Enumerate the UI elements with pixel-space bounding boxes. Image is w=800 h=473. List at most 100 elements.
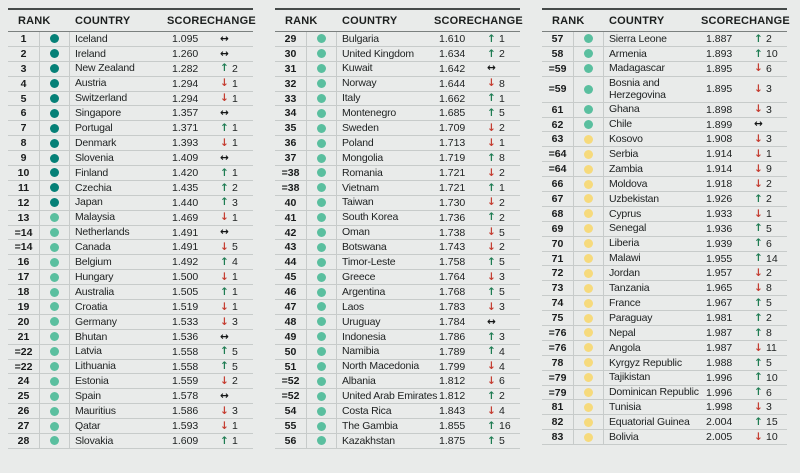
tier-dot-very-high [50,108,59,118]
country-cell: Romania [337,166,434,180]
change-cell: ↓ 3 [741,132,787,146]
country-cell: Slovakia [70,434,167,448]
col-header-score: SCORE [167,14,208,27]
tier-dot-high [317,302,326,312]
score-value: 1.558 [172,345,199,358]
rank-value: 24 [17,375,30,388]
down-arrow-icon: ↓ [487,360,496,373]
score-cell: 1.294 [167,77,207,91]
rank-value: 32 [284,77,297,90]
score-cell: 1.812 [434,374,474,388]
table-row: 70 Liberia 1.939 ↑ 6 [542,236,787,252]
down-arrow-icon: ↓ [220,419,229,432]
rank-value: 55 [284,420,297,433]
score-value: 1.965 [706,282,733,295]
change-value: 6 [766,237,772,250]
tier-cell [40,61,70,76]
rank-value: 19 [17,300,30,313]
no-change-icon: ↔ [487,62,496,75]
rank-cell: 63 [542,132,574,147]
down-arrow-icon: ↓ [487,404,496,417]
rank-cell: 62 [542,117,574,132]
table-header: RANK COUNTRY SCORE CHANGE [542,10,790,32]
score-value: 1.491 [172,226,199,239]
country-name: Albania [342,375,376,388]
country-cell: United Arab Emirates [337,389,437,403]
down-arrow-icon: ↓ [754,267,763,280]
rank-value: 25 [17,390,30,403]
score-cell: 1.709 [434,121,474,135]
rank-cell: =52 [275,389,307,404]
tier-cell [307,314,337,329]
col-header-change: CHANGE [741,14,790,27]
country-cell: Netherlands [70,226,167,240]
change-cell: ↔ [207,151,253,165]
ranking-table: RANK COUNTRY SCORE CHANGE 57 Sierra Leone 1.88… [542,8,790,449]
change-value: 10 [766,371,778,384]
rank-value: 83 [551,431,564,444]
country-name: Singapore [75,107,122,120]
score-value: 1.559 [172,375,199,388]
tier-cell [40,180,70,195]
table-row: 26 Mauritius 1.586 ↓ 3 [8,404,253,420]
tier-dot-medium [584,283,593,293]
rank-cell: 74 [542,296,574,311]
score-value: 1.998 [706,401,733,414]
country-name: Croatia [75,300,108,313]
score-value: 1.996 [706,371,733,384]
tier-dot-high [50,257,59,267]
score-cell: 1.996 [701,371,741,385]
tier-cell [574,251,604,266]
rank-value: 7 [20,122,27,135]
change-value: 1 [499,137,505,150]
rank-cell: 10 [8,166,40,180]
table-row: =52 Albania 1.812 ↓ 6 [275,374,520,390]
table-row: =64 Serbia 1.914 ↓ 1 [542,147,787,163]
tier-cell [307,121,337,136]
change-cell: ↓ 5 [207,240,253,254]
country-name: Latvia [75,345,102,358]
rank-cell: 6 [8,106,40,121]
up-arrow-icon: ↑ [754,326,763,339]
up-arrow-icon: ↑ [220,122,229,135]
tier-cell [307,225,337,240]
down-arrow-icon: ↓ [220,211,229,224]
up-arrow-icon: ↑ [487,345,496,358]
down-arrow-icon: ↓ [754,62,763,75]
tier-dot-high [317,391,326,401]
tier-dot-medium [584,134,593,144]
rank-value: 81 [551,401,564,414]
up-arrow-icon: ↑ [487,256,496,269]
tier-cell [40,285,70,300]
table-row: 48 Uruguay 1.784 ↔ [275,314,520,330]
down-arrow-icon: ↓ [754,430,763,443]
country-cell: Bhutan [70,330,167,344]
country-name: Lithuania [75,360,116,373]
change-value: 1 [232,420,238,433]
table-row: 56 Kazakhstan 1.875 ↑ 5 [275,434,520,449]
rank-value: 13 [17,211,30,224]
score-cell: 1.812 [434,389,474,403]
rank-cell: 68 [542,206,574,221]
score-cell: 1.758 [434,255,474,269]
score-value: 1.926 [706,192,733,205]
score-value: 1.709 [439,122,466,135]
rank-value: 42 [284,226,297,239]
down-arrow-icon: ↓ [754,282,763,295]
table-row: 3 New Zealand 1.282 ↑ 2 [8,61,253,77]
rank-cell: 31 [275,61,307,76]
score-value: 1.738 [439,226,466,239]
change-cell: ↑ 6 [741,386,787,400]
country-cell: Malaysia [70,211,167,225]
tier-dot-very-high [50,94,59,103]
score-value: 1.533 [172,315,199,328]
rank-value: 74 [551,297,564,310]
score-cell: 1.294 [167,92,207,106]
tier-dot-medium [584,432,593,442]
change-value: 8 [499,77,505,90]
score-value: 1.875 [439,434,466,447]
tier-dot-medium [584,343,593,353]
change-cell: ↓ 1 [207,211,253,225]
rank-cell: 44 [275,255,307,270]
tier-dot-high [50,391,59,401]
